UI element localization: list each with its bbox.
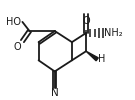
Polygon shape xyxy=(86,51,98,61)
Text: N: N xyxy=(51,88,59,98)
Text: H: H xyxy=(98,54,105,64)
Text: NH₂: NH₂ xyxy=(104,28,122,38)
Text: O: O xyxy=(14,42,21,52)
Text: O: O xyxy=(82,16,90,26)
Text: HO: HO xyxy=(6,17,21,27)
